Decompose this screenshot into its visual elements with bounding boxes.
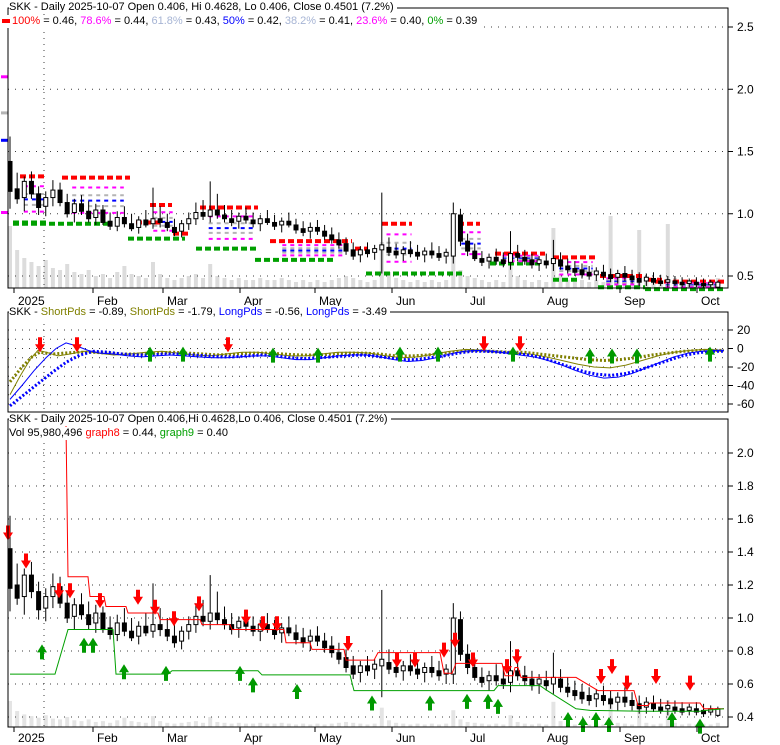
svg-text:Oct: Oct [701,294,720,308]
oscillator-lines [8,342,725,408]
svg-text:1.8: 1.8 [737,479,754,493]
panel-borders [7,7,729,728]
svg-text:1.5: 1.5 [737,145,754,159]
oscillator-title-part-4: = -1.79, [175,306,219,318]
oscillator-title-part-6: = -0.56, [262,306,306,318]
bottom-panel-arrows [3,525,705,734]
svg-text:Feb: Feb [97,731,118,745]
fib-level-value-1: = 0.44, [111,15,152,27]
fib-level-value-2: = 0.43, [182,15,223,27]
svg-text:-20: -20 [737,360,755,374]
oscillator-title-part-0: SKK - [9,306,41,318]
fib-level-value-3: = 0.42, [244,15,285,27]
svg-text:Aug: Aug [547,294,568,308]
x-axis-labels: 2025 2025 Feb Feb Mar Mar Apr Apr May May Jun Jun Ju… [13,288,720,745]
fib-level-value-0: = 0.46, [40,15,81,27]
oscillator-title-part-8: = -3.49 [349,306,387,318]
svg-text:May: May [319,731,342,745]
svg-text:Mar: Mar [167,731,188,745]
fib-level-label-100%: 100% [12,15,41,27]
svg-text:May: May [319,294,342,308]
trailing-stop-lines [10,424,725,712]
svg-text:Jul: Jul [470,294,485,308]
top-panel-candles [7,136,721,289]
gridlines [8,8,728,727]
bottom-panel-candles [7,515,721,717]
fib-level-label-50%: 50% [222,15,245,27]
fib-level-value-4: = 0.41, [316,15,357,27]
svg-text:Feb: Feb [97,294,118,308]
svg-text:2025: 2025 [18,731,45,745]
volume-legend-part-1: graph8 [85,427,120,439]
svg-text:Mar: Mar [167,294,188,308]
svg-text:20: 20 [737,323,751,337]
bottom-panel-title: SKK - Daily 2025-10-07 Open 0.406,Hi 0.4… [9,413,391,426]
svg-text:1.0: 1.0 [737,611,754,625]
svg-text:2025: 2025 [18,294,45,308]
fib-level-label-23.6%: 23.6% [356,15,388,27]
fib-level-label-0%: 0% [427,15,444,27]
svg-text:1.0: 1.0 [737,207,754,221]
bottom-panel-volume-legend: Vol 95,980,496 graph8 = 0.44, graph9 = 0… [9,427,232,440]
svg-text:Aug: Aug [547,731,568,745]
oscillator-arrows [35,336,715,364]
svg-text:0.6: 0.6 [737,677,754,691]
svg-text:2.0: 2.0 [737,82,754,96]
oscillator-title-part-2: = -0.89, [86,306,130,318]
svg-text:Oct: Oct [701,731,720,745]
svg-text:0.4: 0.4 [737,710,754,724]
svg-text:Sep: Sep [624,294,646,308]
volume-legend-part-4: = 0.40 [194,427,229,439]
fib-level-value-6: = 0.39 [443,15,478,27]
svg-text:-40: -40 [737,379,755,393]
fib-level-label-61.8%: 61.8% [151,15,183,27]
svg-text:0.8: 0.8 [737,644,754,658]
y-axis-labels: 2.5 2.0 1.5 1.0 0.5 20 0 -20 -40 -60 2.0 1.8 1.6 1.4 1… [728,20,755,724]
oscillator-title-part-7: LongPds [305,306,350,318]
volume-legend-part-2: = 0.44, [119,427,160,439]
oscillator-title-part-5: LongPds [218,306,263,318]
volume-bars [8,216,720,727]
fib-line-marker [2,19,10,24]
svg-text:0: 0 [737,342,744,356]
svg-text:2.0: 2.0 [737,446,754,460]
fib-retracement-legend: 100% = 0.46, 78.6% = 0.44, 61.8% = 0.43,… [2,15,481,28]
svg-text:1.2: 1.2 [737,578,754,592]
svg-text:Jul: Jul [470,731,485,745]
fib-level-label-38.2%: 38.2% [284,15,317,27]
fib-level-label-78.6%: 78.6% [80,15,112,27]
svg-text:2.5: 2.5 [737,20,754,34]
svg-text:Jun: Jun [396,731,415,745]
svg-text:1.4: 1.4 [737,545,754,559]
fib-ladders [1,75,726,292]
oscillator-panel-title: SKK - ShortPds = -0.89, ShortPds = -1.79… [9,306,390,319]
svg-text:Apr: Apr [244,294,263,308]
svg-text:Jun: Jun [396,294,415,308]
oscillator-title-part-3: ShortPds [129,306,176,318]
svg-text:-60: -60 [737,397,755,411]
svg-text:1.6: 1.6 [737,512,754,526]
oscillator-title-part-1: ShortPds [40,306,87,318]
svg-text:Sep: Sep [624,731,646,745]
volume-legend-part-3: graph9 [159,427,195,439]
svg-text:Apr: Apr [244,731,263,745]
svg-text:0.5: 0.5 [737,269,754,283]
top-panel-title: SKK - Daily 2025-10-07 Open 0.406, Hi 0.… [9,1,397,14]
fib-level-value-5: = 0.40, [387,15,428,27]
volume-legend-part-0: Vol 95,980,496 [9,427,86,439]
